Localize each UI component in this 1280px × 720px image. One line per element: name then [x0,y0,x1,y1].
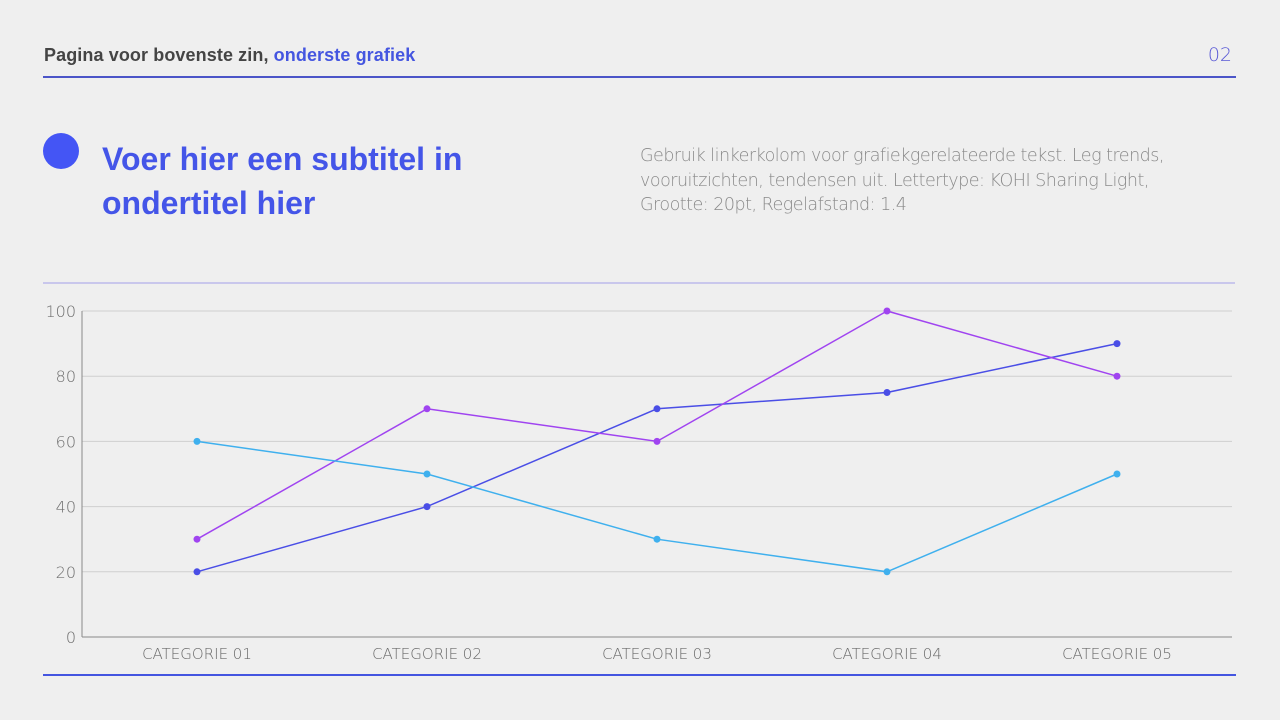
data-point [423,470,431,478]
data-point [653,405,661,413]
page-number: 02 [1207,44,1232,66]
chart-series [193,307,1121,576]
data-point [193,535,201,543]
y-tick-label: 20 [56,563,76,582]
data-point [653,437,661,445]
data-point [423,503,431,511]
data-point [1113,372,1121,380]
y-tick-label: 40 [56,498,76,517]
y-tick-label: 100 [45,302,76,321]
data-point [883,389,891,396]
x-tick-label: CATEGORIE 01 [142,645,252,663]
bullet-circle-icon [43,133,79,169]
chart-top-divider [43,282,1235,284]
footer-divider [43,674,1236,676]
x-tick-label: CATEGORIE 03 [602,645,712,663]
series-line [193,307,1121,543]
header-title-accent: onderste grafiek [273,45,416,65]
x-tick-label: CATEGORIE 04 [832,645,942,663]
data-point [193,568,201,576]
data-point [653,535,661,543]
series-line [193,340,1121,576]
data-point [883,568,891,576]
y-axis: 0 20 40 60 80 100 [45,302,83,647]
data-point [193,437,201,445]
x-tick-label: CATEGORIE 05 [1062,645,1172,663]
y-tick-label: 80 [56,367,76,386]
x-axis: CATEGORIE 01 CATEGORIE 02 CATEGORIE 03 CATE… [82,636,1232,663]
page-header-title: Pagina voor bovenste zin, onderste grafi… [44,45,415,66]
data-point [883,307,891,315]
y-tick-label: 60 [56,432,76,451]
series-line [193,437,1121,576]
y-tick-label: 0 [66,628,76,647]
x-tick-label: CATEGORIE 02 [372,645,482,663]
data-point [1113,470,1121,478]
header-title-main: Pagina voor bovenste zin, [44,45,274,65]
data-point [1113,340,1121,348]
section-description: Gebruik linkerkolom voor grafiekgerelate… [640,146,1164,215]
data-point [423,405,431,413]
header-divider [43,76,1236,78]
section-subtitle: Voer hier een subtitel in ondertitel hie… [102,141,463,221]
